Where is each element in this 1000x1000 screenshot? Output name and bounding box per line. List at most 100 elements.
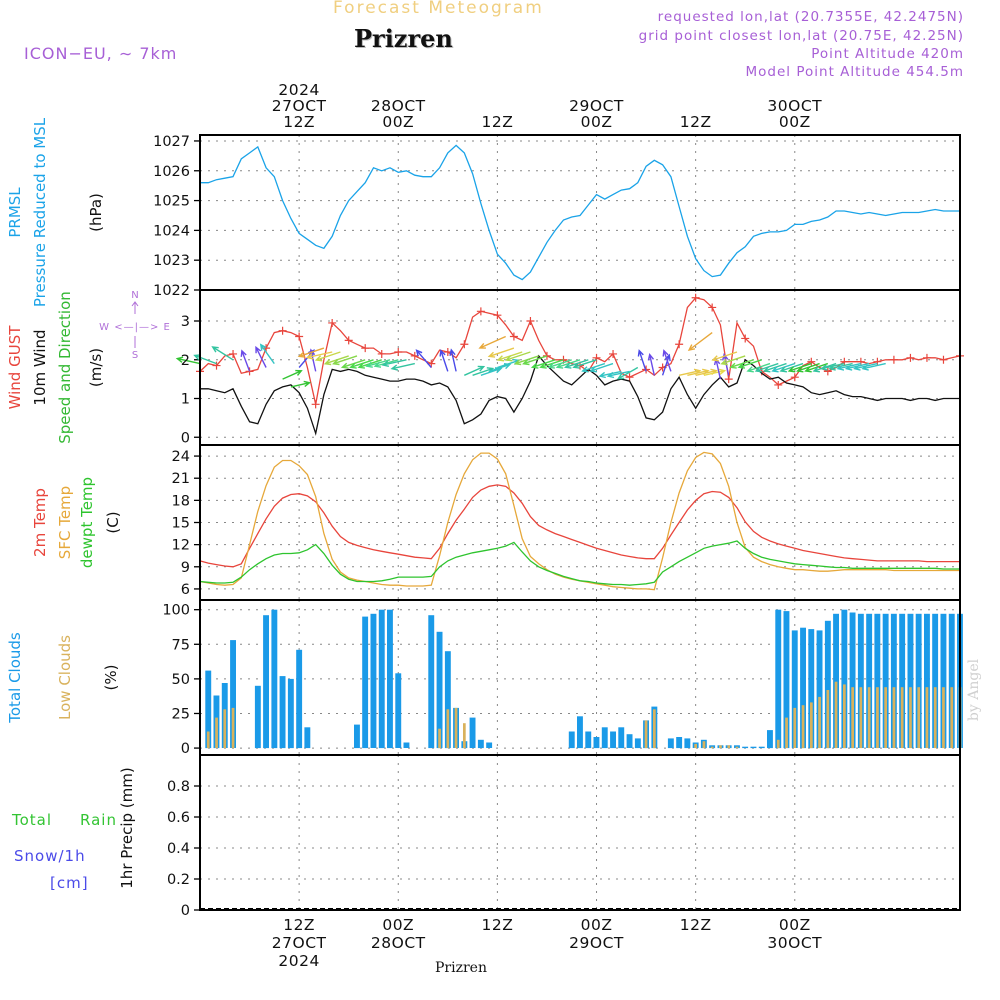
wind-arrow: [390, 362, 415, 371]
total-clouds-bar: [808, 629, 815, 749]
wind-arrow: [478, 335, 506, 349]
pressure-ytick-label: 1025: [153, 194, 190, 210]
gust-marker: [675, 340, 684, 349]
total-clouds-bar: [882, 613, 889, 748]
wind-arrow: [861, 362, 886, 371]
wind-arrow: [290, 380, 312, 388]
gust-marker: [344, 336, 353, 345]
wind-arrow: [331, 355, 358, 366]
bottom-time-label: 12Z: [680, 916, 712, 934]
low-clouds-bar: [892, 687, 896, 749]
top-time-label: 12Z: [680, 113, 712, 131]
total-clouds-bar: [907, 613, 914, 748]
clouds-label: Low Clouds: [56, 635, 74, 720]
total-clouds-bar: [610, 731, 616, 749]
total-clouds-bar: [634, 738, 641, 749]
wind-arrow: [779, 362, 804, 373]
total-clouds-bar: [601, 727, 608, 749]
low-clouds-bar: [644, 720, 648, 749]
wind-label: 10m Wind: [31, 329, 49, 405]
total-clouds-bar: [940, 613, 947, 748]
precip-ytick-label: 0: [181, 903, 190, 919]
precip-ytick-label: 0.4: [167, 841, 190, 857]
pressure-ytick-label: 1026: [153, 164, 190, 180]
wind-ytick-label: 3: [181, 314, 190, 330]
gust-marker: [873, 357, 882, 366]
gust-marker: [691, 293, 700, 302]
wind-arrow: [439, 349, 449, 372]
wind-label: (m/s): [87, 348, 105, 387]
gust-marker: [509, 332, 518, 341]
requested-coordinates: requested lon,lat (20.7355E, 42.2475N): [657, 9, 964, 25]
gust-marker: [856, 357, 865, 366]
precip-label-snow: Snow/1h: [14, 847, 86, 865]
wind-direction-legend-axis: [131, 301, 139, 348]
low-clouds-bar: [206, 731, 210, 749]
pressure-label: Pressure Reduced to MSL: [31, 117, 49, 307]
total-clouds-bar: [370, 613, 377, 748]
wind-arrow: [381, 359, 407, 367]
total-clouds-bar: [767, 730, 773, 749]
total-clouds-bar: [403, 742, 410, 748]
gust-marker: [311, 400, 320, 409]
top-time-label: 00Z: [382, 113, 414, 131]
gust-marker: [906, 353, 915, 362]
total-clouds-bar: [362, 616, 369, 749]
low-clouds-bar: [223, 709, 227, 749]
total-clouds-bar: [783, 611, 790, 749]
gust-marker: [889, 355, 898, 364]
total-clouds-bar: [436, 631, 443, 749]
wind-series-10m-wind: [200, 354, 960, 436]
pressure-label: PRMSL: [6, 187, 24, 238]
precip-label-total: Total: [11, 811, 52, 829]
low-clouds-bar: [859, 687, 863, 749]
low-clouds-bar: [776, 739, 780, 749]
total-clouds-bar: [626, 734, 633, 748]
wind-arrow: [606, 370, 630, 379]
grid-point-coordinates: grid point closest lon,lat (20.75E, 42.2…: [638, 28, 964, 44]
total-clouds-bar: [932, 613, 939, 748]
gust-marker: [625, 373, 634, 382]
low-clouds-bar: [843, 684, 846, 749]
low-clouds-bar: [727, 745, 731, 749]
wind-label: Speed and Direction: [56, 291, 74, 444]
wind-arrow: [464, 365, 486, 376]
top-time-label: 28OCT: [371, 97, 426, 115]
low-clouds-bar: [454, 707, 458, 748]
low-clouds-bar: [793, 707, 797, 748]
low-clouds-bar: [884, 687, 887, 749]
wind-arrow: [787, 362, 812, 373]
wind-arrow: [487, 347, 515, 358]
wind-ytick-label: 2: [181, 353, 190, 369]
total-clouds-bar: [568, 731, 575, 749]
wind-arrow: [746, 362, 771, 373]
wind-arrow: [720, 355, 746, 366]
total-clouds-bar: [750, 746, 757, 749]
total-clouds-bar: [428, 615, 435, 749]
top-time-label: 2024: [278, 81, 319, 99]
gust-marker: [328, 318, 337, 327]
wind-ytick-label: 0: [181, 430, 190, 446]
wind-arrow: [504, 351, 531, 362]
low-clouds-bar: [231, 707, 235, 748]
total-clouds-bar: [205, 670, 212, 749]
wind-arrow: [282, 369, 303, 380]
low-clouds-bar: [867, 687, 871, 749]
pressure-label: (hPa): [87, 193, 105, 232]
gust-marker: [741, 334, 750, 343]
bottom-time-label: 12Z: [481, 916, 513, 934]
gust-marker: [394, 348, 403, 356]
wind-arrow: [589, 362, 614, 373]
bottom-time-label: 00Z: [779, 916, 811, 934]
low-clouds-bar: [818, 696, 821, 749]
precip-label-units: 1hr Precip (mm): [118, 767, 136, 888]
low-clouds-bar: [851, 687, 854, 749]
low-clouds-bar: [694, 743, 697, 749]
total-clouds-bar: [948, 613, 955, 748]
wind-arrow: [415, 349, 432, 368]
gust-marker: [460, 340, 469, 349]
model-point-altitude: Model Point Altitude 454.5m: [745, 64, 964, 80]
clouds-ytick-label: 25: [172, 706, 190, 722]
total-clouds-bar: [304, 727, 311, 749]
low-clouds-bar: [801, 705, 805, 749]
